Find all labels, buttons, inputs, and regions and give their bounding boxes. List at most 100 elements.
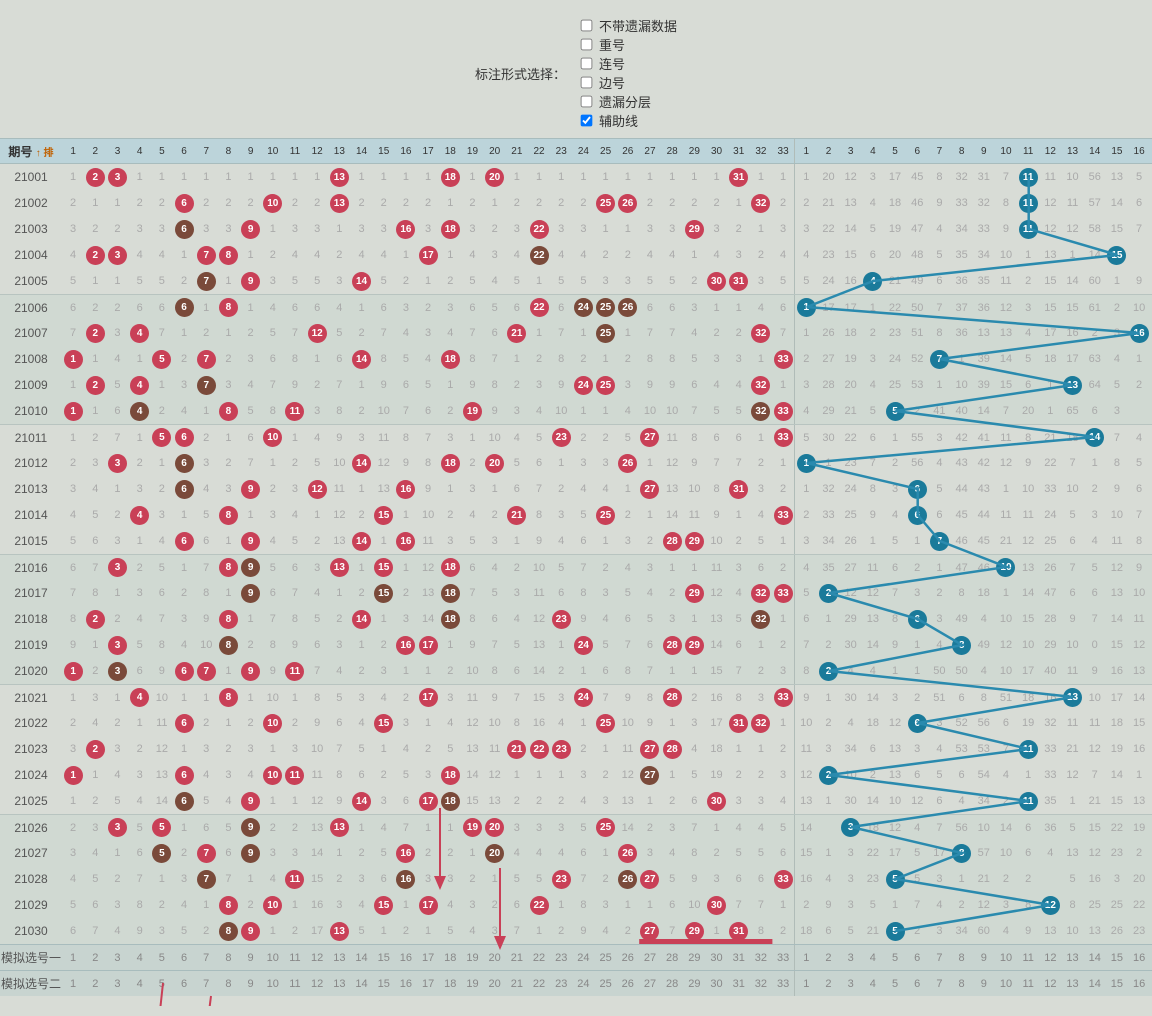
footer-cell[interactable]: 3 bbox=[106, 978, 128, 990]
footer-cell[interactable]: 27 bbox=[639, 952, 661, 964]
filter-checkbox[interactable] bbox=[581, 77, 593, 89]
footer-cell[interactable]: 2 bbox=[817, 952, 839, 964]
footer-cell[interactable]: 25 bbox=[595, 952, 617, 964]
filter-option-3[interactable]: 边号 bbox=[576, 73, 677, 92]
footer-cell[interactable]: 13 bbox=[328, 952, 350, 964]
footer-cell[interactable]: 14 bbox=[1084, 978, 1106, 990]
filter-checkbox[interactable] bbox=[581, 58, 593, 70]
footer-cell[interactable]: 26 bbox=[617, 978, 639, 990]
footer-cell[interactable]: 11 bbox=[284, 978, 306, 990]
footer-cell[interactable]: 8 bbox=[951, 978, 973, 990]
footer-cell[interactable]: 31 bbox=[728, 952, 750, 964]
footer-cell[interactable]: 8 bbox=[217, 978, 239, 990]
footer-cell[interactable]: 15 bbox=[1106, 952, 1128, 964]
footer-cell[interactable]: 13 bbox=[328, 978, 350, 990]
filter-checkbox[interactable] bbox=[581, 39, 593, 51]
footer-cell[interactable]: 33 bbox=[772, 952, 794, 964]
filter-option-5[interactable]: 辅助线 bbox=[576, 111, 677, 130]
footer-cell[interactable]: 6 bbox=[173, 978, 195, 990]
footer-cell[interactable]: 31 bbox=[728, 978, 750, 990]
footer-cell[interactable]: 10 bbox=[262, 952, 284, 964]
footer-cell[interactable]: 2 bbox=[84, 952, 106, 964]
footer-cell[interactable]: 1 bbox=[795, 952, 817, 964]
footer-cell[interactable]: 15 bbox=[1106, 978, 1128, 990]
footer-cell[interactable]: 22 bbox=[528, 978, 550, 990]
footer-cell[interactable]: 4 bbox=[129, 952, 151, 964]
footer-cell[interactable]: 14 bbox=[350, 978, 372, 990]
filter-option-0[interactable]: 不带遗漏数据 bbox=[576, 16, 677, 35]
footer-cell[interactable]: 18 bbox=[439, 952, 461, 964]
footer-cell[interactable]: 9 bbox=[973, 978, 995, 990]
footer-cell[interactable]: 16 bbox=[395, 978, 417, 990]
footer-cell[interactable]: 16 bbox=[1128, 952, 1150, 964]
footer-cell[interactable]: 10 bbox=[262, 978, 284, 990]
footer-cell[interactable]: 3 bbox=[840, 978, 862, 990]
footer-cell[interactable]: 18 bbox=[439, 978, 461, 990]
footer-cell[interactable]: 1 bbox=[62, 978, 84, 990]
footer-cell[interactable]: 20 bbox=[484, 978, 506, 990]
footer-cell[interactable]: 17 bbox=[417, 978, 439, 990]
footer-cell[interactable]: 6 bbox=[906, 978, 928, 990]
period-header[interactable]: 期号 ↑ 排 bbox=[0, 143, 62, 160]
footer-cell[interactable]: 29 bbox=[683, 978, 705, 990]
footer-cell[interactable]: 27 bbox=[639, 978, 661, 990]
footer-cell[interactable]: 12 bbox=[1039, 952, 1061, 964]
footer-cell[interactable]: 11 bbox=[1017, 952, 1039, 964]
footer-cell[interactable]: 23 bbox=[550, 952, 572, 964]
footer-cell[interactable]: 7 bbox=[195, 978, 217, 990]
footer-cell[interactable]: 30 bbox=[705, 978, 727, 990]
footer-cell[interactable]: 4 bbox=[129, 978, 151, 990]
footer-cell[interactable]: 33 bbox=[772, 978, 794, 990]
footer-cell[interactable]: 16 bbox=[1128, 978, 1150, 990]
footer-cell[interactable]: 2 bbox=[817, 978, 839, 990]
footer-cell[interactable]: 22 bbox=[528, 952, 550, 964]
filter-checkbox[interactable] bbox=[581, 96, 593, 108]
filter-option-4[interactable]: 遗漏分层 bbox=[576, 92, 677, 111]
footer-cell[interactable]: 12 bbox=[306, 952, 328, 964]
footer-cell[interactable]: 9 bbox=[240, 978, 262, 990]
footer-cell[interactable]: 6 bbox=[173, 952, 195, 964]
footer-cell[interactable]: 23 bbox=[550, 978, 572, 990]
footer-cell[interactable]: 8 bbox=[951, 952, 973, 964]
footer-cell[interactable]: 13 bbox=[1061, 978, 1083, 990]
footer-cell[interactable]: 4 bbox=[862, 978, 884, 990]
footer-cell[interactable]: 13 bbox=[1061, 952, 1083, 964]
footer-cell[interactable]: 6 bbox=[906, 952, 928, 964]
filter-option-2[interactable]: 连号 bbox=[576, 54, 677, 73]
footer-cell[interactable]: 7 bbox=[928, 978, 950, 990]
filter-option-1[interactable]: 重号 bbox=[576, 35, 677, 54]
footer-cell[interactable]: 12 bbox=[1039, 978, 1061, 990]
footer-cell[interactable]: 15 bbox=[373, 952, 395, 964]
footer-cell[interactable]: 7 bbox=[928, 952, 950, 964]
footer-cell[interactable]: 5 bbox=[884, 952, 906, 964]
footer-cell[interactable]: 5 bbox=[884, 978, 906, 990]
footer-cell[interactable]: 25 bbox=[595, 978, 617, 990]
footer-cell[interactable]: 28 bbox=[661, 978, 683, 990]
footer-cell[interactable]: 24 bbox=[572, 978, 594, 990]
footer-cell[interactable]: 17 bbox=[417, 952, 439, 964]
footer-cell[interactable]: 26 bbox=[617, 952, 639, 964]
footer-cell[interactable]: 11 bbox=[1017, 978, 1039, 990]
footer-cell[interactable]: 19 bbox=[461, 952, 483, 964]
footer-cell[interactable]: 14 bbox=[1084, 952, 1106, 964]
footer-cell[interactable]: 11 bbox=[284, 952, 306, 964]
footer-cell[interactable]: 9 bbox=[973, 952, 995, 964]
footer-cell[interactable]: 32 bbox=[750, 952, 772, 964]
footer-cell[interactable]: 10 bbox=[995, 952, 1017, 964]
footer-cell[interactable]: 16 bbox=[395, 952, 417, 964]
footer-cell[interactable]: 3 bbox=[840, 952, 862, 964]
footer-cell[interactable]: 5 bbox=[151, 952, 173, 964]
footer-cell[interactable]: 21 bbox=[506, 978, 528, 990]
filter-checkbox[interactable] bbox=[581, 115, 593, 127]
footer-cell[interactable]: 14 bbox=[350, 952, 372, 964]
footer-cell[interactable]: 32 bbox=[750, 978, 772, 990]
footer-cell[interactable]: 19 bbox=[461, 978, 483, 990]
footer-cell[interactable]: 7 bbox=[195, 952, 217, 964]
footer-cell[interactable]: 9 bbox=[240, 952, 262, 964]
footer-cell[interactable]: 24 bbox=[572, 952, 594, 964]
footer-cell[interactable]: 21 bbox=[506, 952, 528, 964]
footer-cell[interactable]: 4 bbox=[862, 952, 884, 964]
footer-cell[interactable]: 10 bbox=[995, 978, 1017, 990]
footer-cell[interactable]: 12 bbox=[306, 978, 328, 990]
footer-cell[interactable]: 20 bbox=[484, 952, 506, 964]
